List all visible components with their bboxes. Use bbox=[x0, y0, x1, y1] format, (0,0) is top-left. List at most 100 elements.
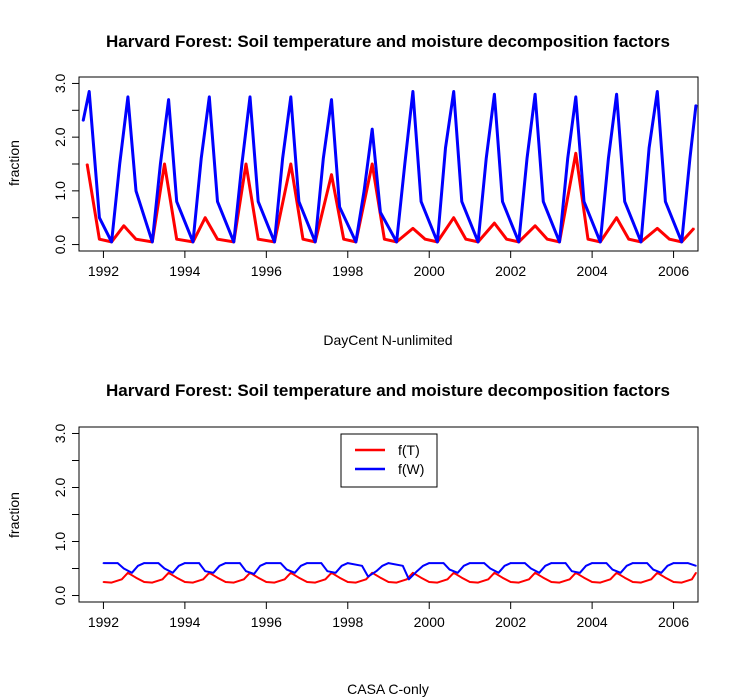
data-point bbox=[285, 568, 288, 571]
data-point bbox=[265, 562, 268, 564]
data-point bbox=[493, 222, 496, 224]
data-point bbox=[163, 567, 166, 570]
data-point bbox=[204, 570, 206, 572]
data-point bbox=[347, 562, 349, 564]
data-point bbox=[208, 96, 211, 98]
data-point bbox=[544, 565, 547, 567]
data-point bbox=[452, 216, 455, 219]
x-axis-label: DayCent N-unlimited bbox=[323, 332, 452, 348]
data-point bbox=[404, 163, 406, 165]
chart-panel-casa: Harvard Forest: Soil temperature and moi… bbox=[6, 381, 699, 697]
data-point bbox=[334, 572, 337, 574]
x-tick-label: 2006 bbox=[658, 614, 689, 630]
data-point bbox=[497, 572, 500, 574]
data-point bbox=[463, 565, 465, 567]
data-point bbox=[121, 578, 123, 581]
data-point bbox=[245, 570, 247, 572]
data-point bbox=[216, 238, 219, 240]
data-point bbox=[82, 120, 84, 122]
data-point bbox=[509, 562, 512, 564]
data-point bbox=[528, 578, 530, 581]
data-point bbox=[135, 238, 137, 240]
data-point bbox=[324, 578, 327, 581]
data-point bbox=[375, 570, 378, 572]
data-point bbox=[163, 163, 166, 165]
data-point bbox=[640, 241, 642, 243]
series-line-2 bbox=[103, 562, 697, 581]
x-tick-label: 1998 bbox=[332, 614, 363, 630]
data-point bbox=[664, 200, 667, 203]
data-point bbox=[306, 562, 308, 564]
data-point bbox=[469, 562, 471, 564]
data-point bbox=[650, 578, 652, 581]
data-point bbox=[456, 572, 459, 574]
x-tick-label: 1994 bbox=[169, 263, 200, 279]
data-point bbox=[585, 565, 587, 567]
data-point bbox=[628, 238, 630, 240]
data-point bbox=[605, 562, 608, 564]
data-point bbox=[116, 562, 119, 564]
chart-panel-daycent: Harvard Forest: Soil temperature and moi… bbox=[6, 32, 699, 348]
chart-title: Harvard Forest: Soil temperature and moi… bbox=[106, 381, 670, 400]
data-point bbox=[379, 576, 382, 579]
data-point bbox=[501, 576, 504, 579]
x-tick-label: 1992 bbox=[88, 263, 119, 279]
data-point bbox=[330, 98, 333, 101]
data-point bbox=[239, 562, 241, 564]
y-tick-label: 2.0 bbox=[52, 127, 68, 147]
data-point bbox=[672, 562, 675, 564]
data-point bbox=[691, 578, 693, 581]
data-point bbox=[408, 578, 410, 581]
data-point bbox=[448, 568, 451, 571]
data-point bbox=[583, 200, 585, 203]
data-point bbox=[461, 200, 463, 203]
data-point bbox=[253, 573, 255, 575]
data-point bbox=[302, 238, 304, 240]
data-point bbox=[123, 567, 125, 570]
data-point bbox=[583, 576, 585, 579]
data-point bbox=[406, 578, 408, 581]
data-point bbox=[381, 565, 384, 567]
data-point bbox=[192, 581, 194, 584]
data-point bbox=[695, 104, 697, 106]
x-tick-label: 1992 bbox=[88, 614, 119, 630]
data-point bbox=[587, 238, 589, 240]
data-point bbox=[469, 581, 471, 583]
series-line-2 bbox=[81, 90, 698, 244]
data-point bbox=[412, 227, 414, 230]
data-point bbox=[135, 576, 137, 579]
data-point bbox=[493, 572, 496, 574]
data-point bbox=[157, 562, 160, 564]
y-tick-label: 0.0 bbox=[52, 586, 68, 606]
y-tick-label: 0.0 bbox=[52, 235, 68, 255]
data-point bbox=[257, 200, 260, 203]
data-point bbox=[110, 241, 113, 243]
data-point bbox=[615, 93, 618, 95]
data-point bbox=[505, 238, 508, 240]
data-point bbox=[137, 565, 139, 567]
data-point bbox=[314, 581, 317, 584]
data-point bbox=[110, 581, 113, 584]
data-point bbox=[365, 578, 367, 581]
data-point bbox=[465, 238, 467, 240]
data-point bbox=[591, 562, 593, 564]
data-point bbox=[489, 567, 492, 570]
data-point bbox=[371, 163, 374, 165]
data-point bbox=[395, 241, 398, 243]
data-point bbox=[98, 216, 101, 219]
data-point bbox=[241, 163, 243, 165]
x-axis-label: CASA C-only bbox=[347, 681, 429, 697]
data-point bbox=[477, 581, 479, 584]
data-point bbox=[542, 576, 545, 579]
y-tick-label: 2.0 bbox=[52, 478, 68, 498]
data-point bbox=[611, 568, 614, 571]
data-point bbox=[558, 581, 561, 584]
data-point bbox=[233, 581, 235, 584]
data-point bbox=[298, 200, 300, 203]
data-point bbox=[355, 241, 357, 243]
data-point bbox=[501, 200, 504, 203]
data-point bbox=[135, 190, 137, 192]
data-point bbox=[538, 572, 540, 574]
data-point bbox=[338, 206, 341, 208]
